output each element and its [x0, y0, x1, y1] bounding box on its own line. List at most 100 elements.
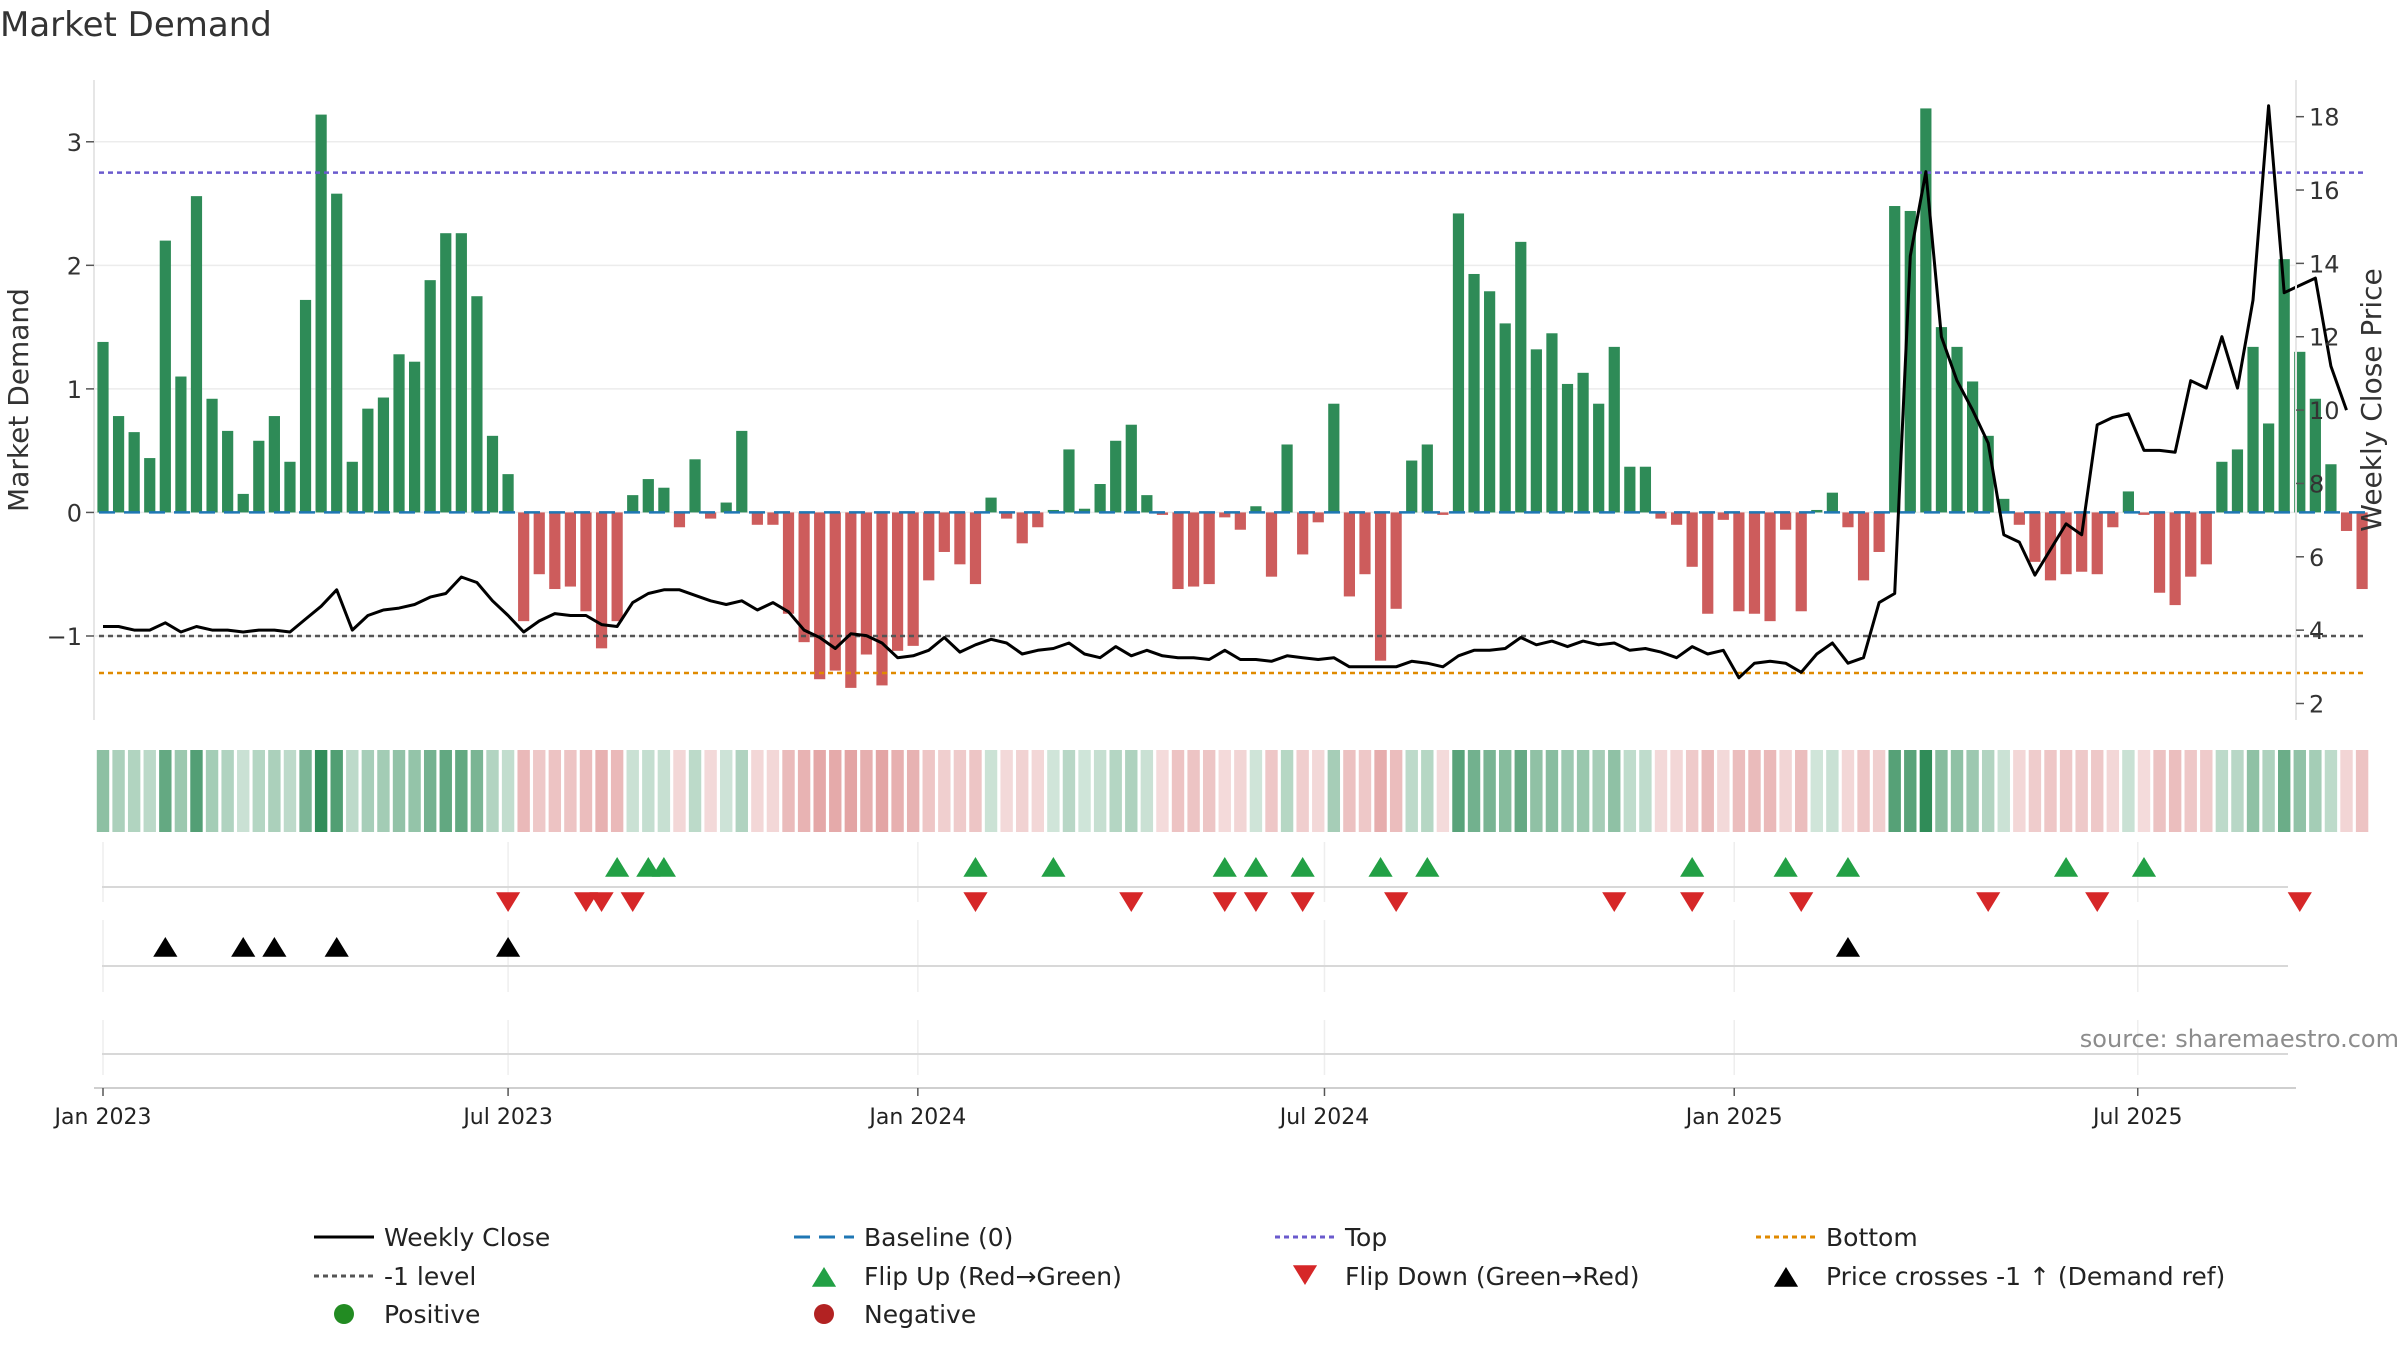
- demand-bar: [1655, 512, 1667, 519]
- flip-up-marker: [651, 857, 676, 877]
- demand-bar: [1639, 466, 1652, 513]
- heat-cell: [657, 750, 671, 832]
- y-tick-label-right: 2: [2309, 690, 2324, 718]
- heat-cell: [595, 750, 608, 832]
- heat-cell: [1125, 750, 1138, 832]
- heat-cell: [2106, 750, 2120, 832]
- heat-cell: [1841, 750, 1855, 832]
- demand-bar: [1967, 381, 1979, 513]
- flip-down-marker: [1119, 892, 1144, 912]
- demand-bar: [1141, 495, 1153, 513]
- legend-label: Flip Down (Green→Red): [1345, 1262, 1640, 1291]
- heat-cell: [1888, 750, 1901, 832]
- demand-bar: [1499, 323, 1511, 513]
- y-tick-label-left: −1: [47, 623, 82, 651]
- demand-bar: [1016, 512, 1028, 544]
- price-cross-marker: [1835, 937, 1861, 957]
- demand-bar: [1234, 512, 1246, 530]
- heat-cell: [470, 750, 484, 832]
- heat-cell: [221, 750, 234, 832]
- heat-cell: [346, 750, 359, 832]
- flip-up-marker: [605, 857, 630, 877]
- demand-bar: [409, 361, 421, 513]
- flip-down-marker: [1384, 892, 1409, 912]
- price-cross-marker: [495, 937, 521, 957]
- y-tick-label-left: 3: [67, 129, 82, 157]
- demand-bar: [1748, 512, 1761, 614]
- demand-bar: [1374, 512, 1387, 661]
- demand-bar: [128, 432, 140, 513]
- flip-down-marker: [1602, 892, 1627, 912]
- heat-cell: [1296, 750, 1309, 832]
- legend-item: Weekly Close: [314, 1223, 550, 1252]
- heat-cell: [2309, 750, 2322, 832]
- heat-cell: [283, 750, 297, 832]
- demand-bar: [502, 474, 514, 513]
- demand-bar: [1406, 460, 1418, 513]
- heat-cell: [1280, 750, 1294, 832]
- heat-cell: [1249, 750, 1263, 832]
- demand-bar: [1250, 506, 1262, 513]
- heat-cell: [2091, 750, 2104, 832]
- heat-cell: [1000, 750, 1013, 832]
- legend-item: Negative: [814, 1300, 976, 1329]
- heat-cell: [1997, 750, 2010, 832]
- source-watermark: source: sharemaestro.com: [2080, 1025, 2399, 1053]
- demand-bar: [595, 512, 608, 649]
- demand-bar: [362, 408, 374, 513]
- heat-cell: [1234, 750, 1247, 832]
- heat-cell: [361, 750, 375, 832]
- demand-bar: [284, 461, 296, 513]
- heat-cell: [2278, 750, 2291, 832]
- weekly-close-series: [103, 104, 2348, 680]
- y-tick-label-left: 0: [67, 499, 82, 527]
- demand-bar: [253, 440, 265, 513]
- demand-bar: [486, 435, 499, 513]
- heat-cell: [1499, 750, 1512, 832]
- heat-cell: [797, 750, 811, 832]
- demand-bar: [2029, 512, 2041, 562]
- heat-cell: [1685, 750, 1699, 832]
- heat-cell: [1031, 750, 1044, 832]
- x-tick-label: Jul 2024: [1278, 1105, 1370, 1130]
- demand-bar: [2169, 512, 2181, 606]
- demand-bar: [1624, 466, 1636, 513]
- flip-up-marker: [1415, 857, 1440, 877]
- flip-down-marker: [620, 892, 645, 912]
- demand-bar: [2231, 449, 2244, 513]
- heat-cell: [782, 750, 795, 832]
- legend-swatch: [814, 1304, 834, 1324]
- heat-cell: [1670, 750, 1683, 832]
- flip-up-marker: [2131, 857, 2157, 877]
- heat-cell: [548, 750, 562, 832]
- heat-cell: [1748, 750, 1761, 832]
- heat-cell: [2184, 750, 2197, 832]
- y-axis-label-right: Weekly Close Price: [2355, 268, 2388, 531]
- demand-bar: [876, 512, 888, 686]
- demand-bar: [1078, 508, 1091, 513]
- demand-bar: [1702, 512, 1714, 614]
- demand-bar: [2185, 512, 2197, 577]
- heat-cell: [2340, 750, 2353, 832]
- flip-down-marker: [1243, 892, 1269, 912]
- flip-down-marker: [1290, 892, 1315, 912]
- heat-cell: [1140, 750, 1154, 832]
- heat-cell: [1919, 750, 1933, 832]
- heat-cell: [813, 750, 826, 832]
- demand-bar: [1842, 512, 1854, 528]
- y-tick-label-right: 10: [2309, 397, 2340, 425]
- demand-bar: [2107, 512, 2119, 528]
- flip-up-marker: [1041, 857, 1066, 877]
- demand-bar: [642, 479, 654, 513]
- demand-bar: [190, 196, 203, 513]
- heat-cell: [1156, 750, 1169, 832]
- heat-cell: [1872, 750, 1886, 832]
- demand-bar: [1110, 440, 1122, 513]
- heat-cell: [143, 750, 156, 832]
- legend-swatch: [1292, 1265, 1318, 1285]
- flip-up-marker: [1835, 857, 1861, 877]
- heat-cell: [1265, 750, 1278, 832]
- legend-swatch: [811, 1267, 837, 1287]
- heat-cell: [190, 750, 203, 832]
- heat-cell: [860, 750, 873, 832]
